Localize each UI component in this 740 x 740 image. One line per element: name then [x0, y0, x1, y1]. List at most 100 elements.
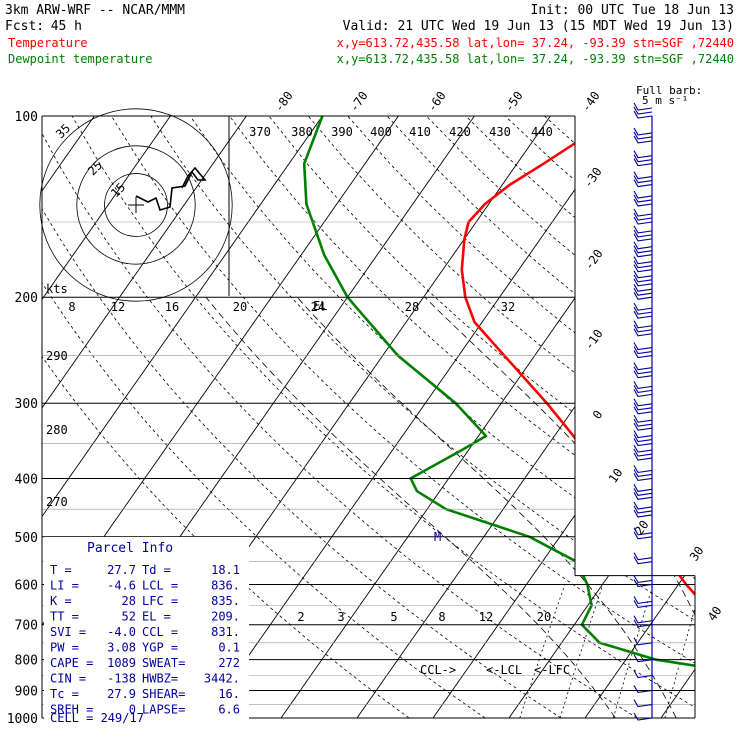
- isotherm-label-40: 40: [705, 604, 725, 624]
- parcel-value: 27.7: [107, 563, 136, 577]
- parcel-value: 16.: [218, 687, 240, 701]
- wind-barb: [633, 306, 653, 315]
- dry-adiabat-line: [662, 116, 695, 718]
- parcel-key: CAPE =: [50, 656, 93, 670]
- hodo-kts-label: kts: [46, 282, 68, 296]
- wind-barb: [633, 328, 653, 337]
- wind-barb: [633, 287, 653, 296]
- wind-barb: [633, 366, 653, 375]
- pressure-label-400: 400: [15, 472, 38, 487]
- parcel-value: 3.08: [107, 641, 136, 655]
- pressure-label-600: 600: [15, 578, 38, 593]
- wind-barb: [633, 106, 653, 115]
- parcel-key: YGP =: [142, 641, 178, 655]
- wind-barb: [633, 619, 653, 628]
- isotherm-label--50: -50: [502, 89, 526, 115]
- isotherm-label-30: 30: [687, 544, 707, 564]
- wind-barb: [633, 283, 653, 292]
- theta-label-430: 430: [489, 125, 511, 139]
- wind-barb: [633, 712, 653, 721]
- wind-barb: [633, 175, 653, 184]
- wind-barb: [633, 527, 653, 536]
- parcel-value: 3442.: [204, 672, 240, 686]
- dry-adiabat-line: [347, 116, 695, 718]
- theta-label-370: 370: [249, 125, 271, 139]
- parcel-value: 28: [122, 594, 136, 608]
- wind-barb: [633, 398, 653, 407]
- isotherm-label--70: -70: [347, 89, 371, 115]
- wind-barb: [633, 389, 653, 397]
- wind-barb: [633, 102, 653, 111]
- parcel-key: TT =: [50, 610, 79, 624]
- parcel-key: CIN =: [50, 672, 86, 686]
- wind-barb: [633, 198, 653, 207]
- wind-barb: [633, 492, 653, 500]
- wind-barb: [633, 233, 653, 242]
- isotherm-label-10: 10: [606, 466, 626, 486]
- wind-barb: [633, 444, 653, 453]
- dry-adiabat-line: [307, 116, 695, 718]
- parcel-key: EL =: [142, 610, 171, 624]
- dry-adiabat-line: [702, 116, 740, 718]
- parcel-key: CCL =: [142, 625, 178, 639]
- pressure-label-700: 700: [15, 619, 38, 634]
- wind-barb: [633, 381, 653, 389]
- init-time: Init: 00 UTC Tue 18 Jun 13: [531, 3, 735, 18]
- dry-adiabat-line: [504, 116, 695, 718]
- theta-label-380: 380: [291, 125, 313, 139]
- wind-barb: [633, 264, 653, 273]
- wind-barb: [633, 579, 653, 588]
- wind-barb: [633, 212, 653, 221]
- wind-barb: [633, 422, 653, 431]
- wind-barb: [633, 406, 653, 415]
- mixing-ratio-line: [559, 584, 604, 718]
- wind-barb: [633, 350, 653, 359]
- wind-barb: [633, 531, 653, 540]
- mixratio-label-3: 3: [337, 610, 344, 624]
- hodo-ring-35: 35: [53, 121, 73, 141]
- parcel-value: 27.9: [107, 687, 136, 701]
- hodo-speed-8: 8: [68, 300, 75, 314]
- hodo-trace: [135, 166, 207, 211]
- wind-barb: [633, 699, 653, 708]
- wind-barb: [633, 291, 653, 300]
- parcel-key: T =: [50, 563, 72, 577]
- wind-barb: [633, 245, 653, 254]
- wind-barb: [633, 473, 653, 482]
- forecast-hours: 45 h: [51, 19, 82, 34]
- wind-barb: [633, 556, 653, 565]
- wind-barb: [633, 320, 653, 329]
- wind-barb: [633, 670, 653, 679]
- mixing-ratio-line: [664, 584, 695, 718]
- wind-barb: [633, 600, 653, 608]
- wind-barb: [633, 484, 653, 492]
- isotherm-label--30: -30: [581, 165, 605, 191]
- parcel-key: SWEAT=: [142, 656, 185, 670]
- moist-adiabat-line: [424, 296, 695, 718]
- isotherm-line: [508, 116, 695, 718]
- full-barb-units: 5 m s⁻¹: [642, 94, 688, 107]
- isotherm-label-0: 0: [590, 408, 606, 422]
- parcel-value: 209.: [211, 610, 240, 624]
- dewpoint-profile: [302, 116, 695, 706]
- wind-barb: [633, 110, 653, 119]
- wind-barb: [633, 685, 653, 694]
- isotherm-label--40: -40: [579, 89, 603, 115]
- mixratio-label-12: 12: [479, 610, 493, 624]
- dewpoint-location: x,y=613.72,435.58 lat,lon= 37.24, -93.39…: [337, 52, 734, 66]
- forecast-label: Fcst:: [5, 19, 44, 34]
- wind-barb: [633, 362, 653, 371]
- hodo-ring-mid: [76, 145, 196, 265]
- parcel-key: LI =: [50, 579, 79, 593]
- parcel-cell: CELL = 249/17: [50, 711, 144, 725]
- wind-barb: [633, 552, 653, 561]
- theta-label-410: 410: [409, 125, 431, 139]
- mixing-ratio-line: [612, 584, 654, 718]
- isotherm-label--80: -80: [272, 89, 296, 115]
- parcel-key: Td =: [142, 563, 171, 577]
- theta-label-290: 290: [46, 349, 68, 363]
- hodo-ring-small: [104, 173, 168, 237]
- parcel-value: -4.0: [107, 625, 136, 639]
- pressure-label-300: 300: [15, 397, 38, 412]
